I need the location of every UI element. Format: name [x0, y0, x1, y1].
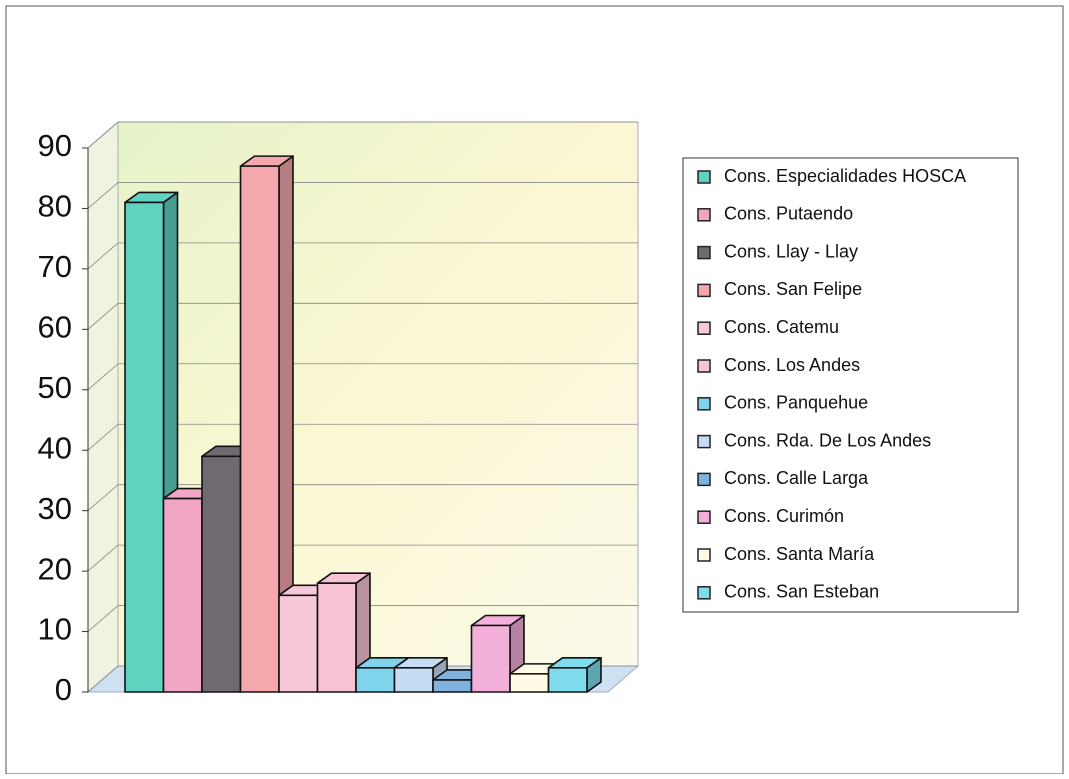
- legend-swatch: [697, 434, 711, 449]
- bar-front: [393, 667, 434, 693]
- grid-line: [87, 363, 119, 391]
- y-tick-label: 0: [55, 672, 72, 707]
- bar-side-shade: [587, 657, 601, 692]
- bar-front: [124, 201, 165, 693]
- legend-label: Cons. Putaendo: [724, 204, 853, 224]
- legend-swatch: [697, 208, 711, 222]
- legend-label: Cons. Panquehue: [724, 393, 868, 413]
- legend-swatch: [697, 170, 711, 184]
- grid-line: [87, 484, 119, 511]
- legend-swatch: [697, 586, 711, 600]
- bar-side-shade: [279, 156, 293, 693]
- y-tick-label: 20: [38, 551, 72, 586]
- bar-front: [278, 594, 319, 693]
- bar-front: [201, 455, 242, 693]
- y-tick-label: 90: [38, 128, 72, 163]
- legend-label: Cons. Santa María: [724, 544, 875, 564]
- legend-swatch: [697, 397, 711, 411]
- grid-line: [87, 242, 119, 270]
- bar: [239, 155, 294, 693]
- bar: [547, 657, 602, 693]
- bar-front: [432, 679, 473, 693]
- legend-swatch: [697, 245, 711, 260]
- legend-swatch: [697, 472, 711, 487]
- legend-label: Cons. Calle Larga: [724, 468, 869, 488]
- y-tick-label: 10: [38, 612, 72, 647]
- grid-line: [87, 605, 119, 632]
- legend-box: [682, 157, 1019, 613]
- legend-swatch: [697, 548, 711, 562]
- y-tick-label: 70: [38, 249, 72, 284]
- legend-label: Cons. Especialidades HOSCA: [724, 166, 966, 186]
- bar-front: [470, 624, 511, 693]
- legend-label: Cons. Catemu: [724, 317, 839, 337]
- bar-front: [316, 582, 357, 693]
- grid-line: [87, 665, 119, 693]
- y-tick-label: 50: [38, 370, 72, 405]
- bar-front: [355, 667, 396, 693]
- legend-label: Cons. Rda. De Los Andes: [724, 430, 931, 450]
- bar-front: [509, 673, 550, 693]
- y-tick-label: 80: [38, 189, 72, 224]
- bar-front: [162, 497, 203, 693]
- grid-line: [87, 423, 119, 451]
- grid-line: [87, 121, 119, 149]
- legend-label: Cons. San Esteban: [724, 582, 879, 602]
- bar-front: [547, 667, 588, 693]
- legend-label: Cons. Curimón: [724, 506, 844, 526]
- grid-line: [87, 182, 119, 209]
- bar-front: [239, 165, 280, 693]
- legend-swatch: [697, 359, 711, 373]
- side-wall: [87, 120, 119, 694]
- y-tick-label: 40: [38, 430, 72, 465]
- grid-line: [87, 303, 119, 330]
- legend-swatch: [697, 510, 711, 524]
- legend-label: Cons. Los Andes: [724, 355, 860, 375]
- grid-line: [87, 544, 119, 572]
- y-tick-label: 30: [38, 491, 72, 526]
- legend-swatch: [697, 321, 711, 335]
- y-tick-label: 60: [38, 310, 72, 345]
- legend-label: Cons. San Felipe: [724, 279, 862, 299]
- legend-swatch: [697, 283, 711, 298]
- legend-label: Cons. Llay - Llay: [724, 241, 858, 261]
